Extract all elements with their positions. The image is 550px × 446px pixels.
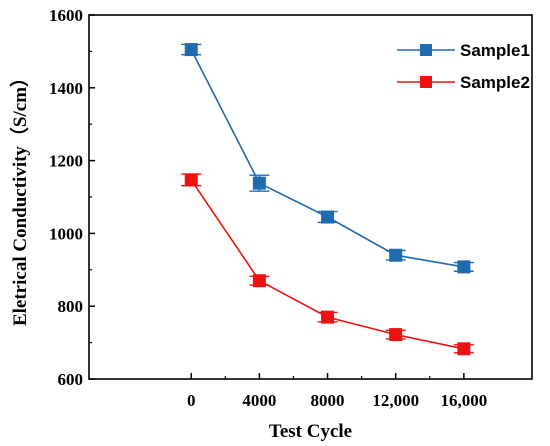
data-point — [321, 310, 335, 324]
y-axis-title: Eletrical Conductivity（S/cm） — [8, 68, 31, 326]
series-sample2 — [181, 173, 474, 356]
data-point — [457, 260, 471, 274]
data-point — [184, 43, 198, 57]
plot-frame — [88, 14, 533, 380]
y-tick-label: 800 — [58, 297, 84, 316]
x-axis-title: Test Cycle — [269, 421, 352, 442]
y-tick-label: 1200 — [49, 152, 83, 171]
series-sample1 — [181, 43, 474, 274]
x-tick-label: 12,000 — [372, 391, 419, 410]
y-tick-label: 1400 — [49, 79, 83, 98]
data-point — [389, 328, 403, 342]
x-tick-label: 8000 — [311, 391, 345, 410]
x-tick-label: 16,000 — [440, 391, 487, 410]
data-point — [252, 176, 266, 190]
legend-entry-sample2: Sample2 — [397, 73, 530, 92]
x-tick-label: 0 — [187, 391, 196, 410]
legend: Sample1 Sample2 — [397, 41, 530, 92]
data-point — [457, 342, 471, 356]
y-tick-label: 600 — [58, 370, 84, 389]
y-tick-label: 1000 — [49, 224, 83, 243]
axes: 600 800 1000 1200 1400 1600 0 4000 8000 12,000 16,… — [49, 6, 487, 410]
legend-marker-sample2 — [420, 76, 432, 88]
data-series — [181, 43, 474, 356]
y-tick-label: 1600 — [49, 6, 83, 25]
data-point — [184, 173, 198, 187]
legend-label-sample1: Sample1 — [460, 41, 530, 60]
data-point — [252, 274, 266, 288]
legend-entry-sample1: Sample1 — [397, 41, 530, 60]
legend-label-sample2: Sample2 — [460, 73, 530, 92]
data-point — [321, 210, 335, 224]
data-point — [389, 248, 403, 262]
x-tick-label: 4000 — [242, 391, 276, 410]
legend-marker-sample1 — [420, 44, 432, 56]
